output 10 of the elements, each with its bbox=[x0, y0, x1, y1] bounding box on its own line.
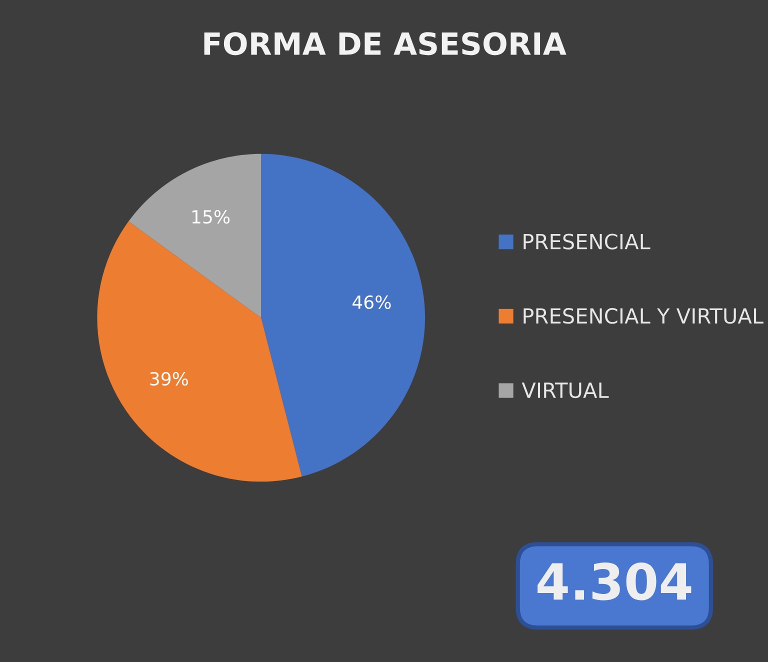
text: 4.304 bbox=[538, 562, 692, 600]
data-label: 39% bbox=[150, 372, 188, 386]
legend-label: PRESENCIAL Y VIRTUAL bbox=[524, 308, 764, 324]
legend-label: PRESENCIAL bbox=[524, 234, 650, 250]
pie-slice bbox=[128, 154, 262, 318]
data-label: 15% bbox=[192, 210, 230, 224]
pie-slice bbox=[261, 154, 426, 477]
legend-label: VIRTUAL bbox=[522, 382, 609, 398]
chart-title: FORMA DE ASESORIA bbox=[204, 32, 566, 56]
data-label: 46% bbox=[352, 295, 391, 310]
